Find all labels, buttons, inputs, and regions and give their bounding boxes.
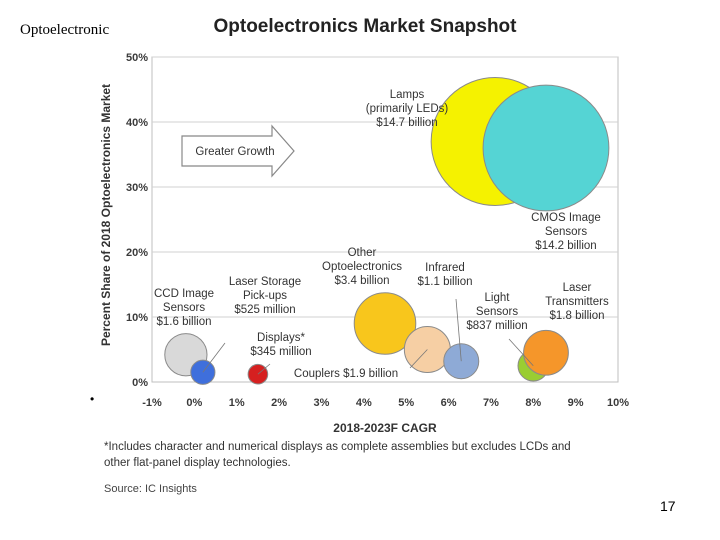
bubble-label: Laser Storage Pick-ups $525 million — [229, 276, 301, 316]
bubble-label: Couplers $1.9 billion — [294, 368, 398, 380]
page-number: 17 — [660, 498, 676, 514]
bubble-other-optoelectronics — [353, 292, 417, 355]
x-tick-label: 10% — [607, 397, 629, 409]
x-axis-label: 2018-2023F CAGR — [333, 421, 437, 435]
x-tick-label: 9% — [568, 397, 584, 409]
x-tick-label: 8% — [525, 397, 541, 409]
bubble-label: Other Optoelectronics $3.4 billion — [322, 247, 402, 287]
bubble-label: Light Sensors $837 million — [466, 292, 527, 332]
leader-line — [202, 342, 226, 373]
bubble-label: Displays* $345 million — [250, 332, 311, 358]
bubble-label: Lamps (primarily LEDs) $14.7 billion — [366, 89, 449, 129]
x-tick-label: 1% — [229, 397, 245, 409]
bubble-label: Laser Transmitters $1.8 billion — [545, 282, 609, 322]
leader-line — [409, 349, 428, 369]
slide-title: Optoelectronic — [20, 22, 110, 38]
bullet-marker: • — [90, 392, 95, 406]
bubble-label: CCD Image Sensors $1.6 billion — [154, 288, 214, 328]
y-tick-label: 10% — [126, 312, 148, 324]
bubble-label: Infrared $1.1 billion — [418, 262, 473, 288]
leader-line — [508, 338, 534, 367]
bubble-cmos-image-sensors — [482, 84, 610, 212]
arrow-shape — [181, 124, 295, 178]
y-tick-label: 50% — [126, 52, 148, 64]
leader-line — [455, 298, 462, 362]
arrow-label: Greater Growth — [195, 146, 274, 158]
chart-title: Optoelectronics Market Snapshot — [213, 16, 517, 37]
greater-growth-arrow: Greater Growth — [181, 124, 295, 178]
x-tick-label: -1% — [142, 397, 162, 409]
x-tick-label: 7% — [483, 397, 499, 409]
footnote-line: other flat-panel display technologies. — [104, 457, 291, 469]
y-tick-label: 30% — [126, 182, 148, 194]
source-note: Source: IC Insights — [104, 483, 197, 495]
x-tick-label: 3% — [314, 397, 330, 409]
leader-line — [257, 363, 271, 375]
bubble-label: CMOS Image Sensors $14.2 billion — [531, 212, 601, 252]
x-tick-label: 2% — [271, 397, 287, 409]
y-tick-label: 0% — [132, 377, 148, 389]
x-tick-label: 0% — [186, 397, 202, 409]
y-axis-label: Percent Share of 2018 Optoelectronics Ma… — [99, 84, 113, 346]
x-tick-label: 6% — [441, 397, 457, 409]
x-tick-label: 5% — [398, 397, 414, 409]
y-tick-label: 40% — [126, 117, 148, 129]
y-tick-label: 20% — [126, 247, 148, 259]
footnote-line: *Includes character and numerical displa… — [104, 441, 571, 453]
bubble-laser-transmitters — [523, 329, 569, 376]
x-tick-label: 4% — [356, 397, 372, 409]
